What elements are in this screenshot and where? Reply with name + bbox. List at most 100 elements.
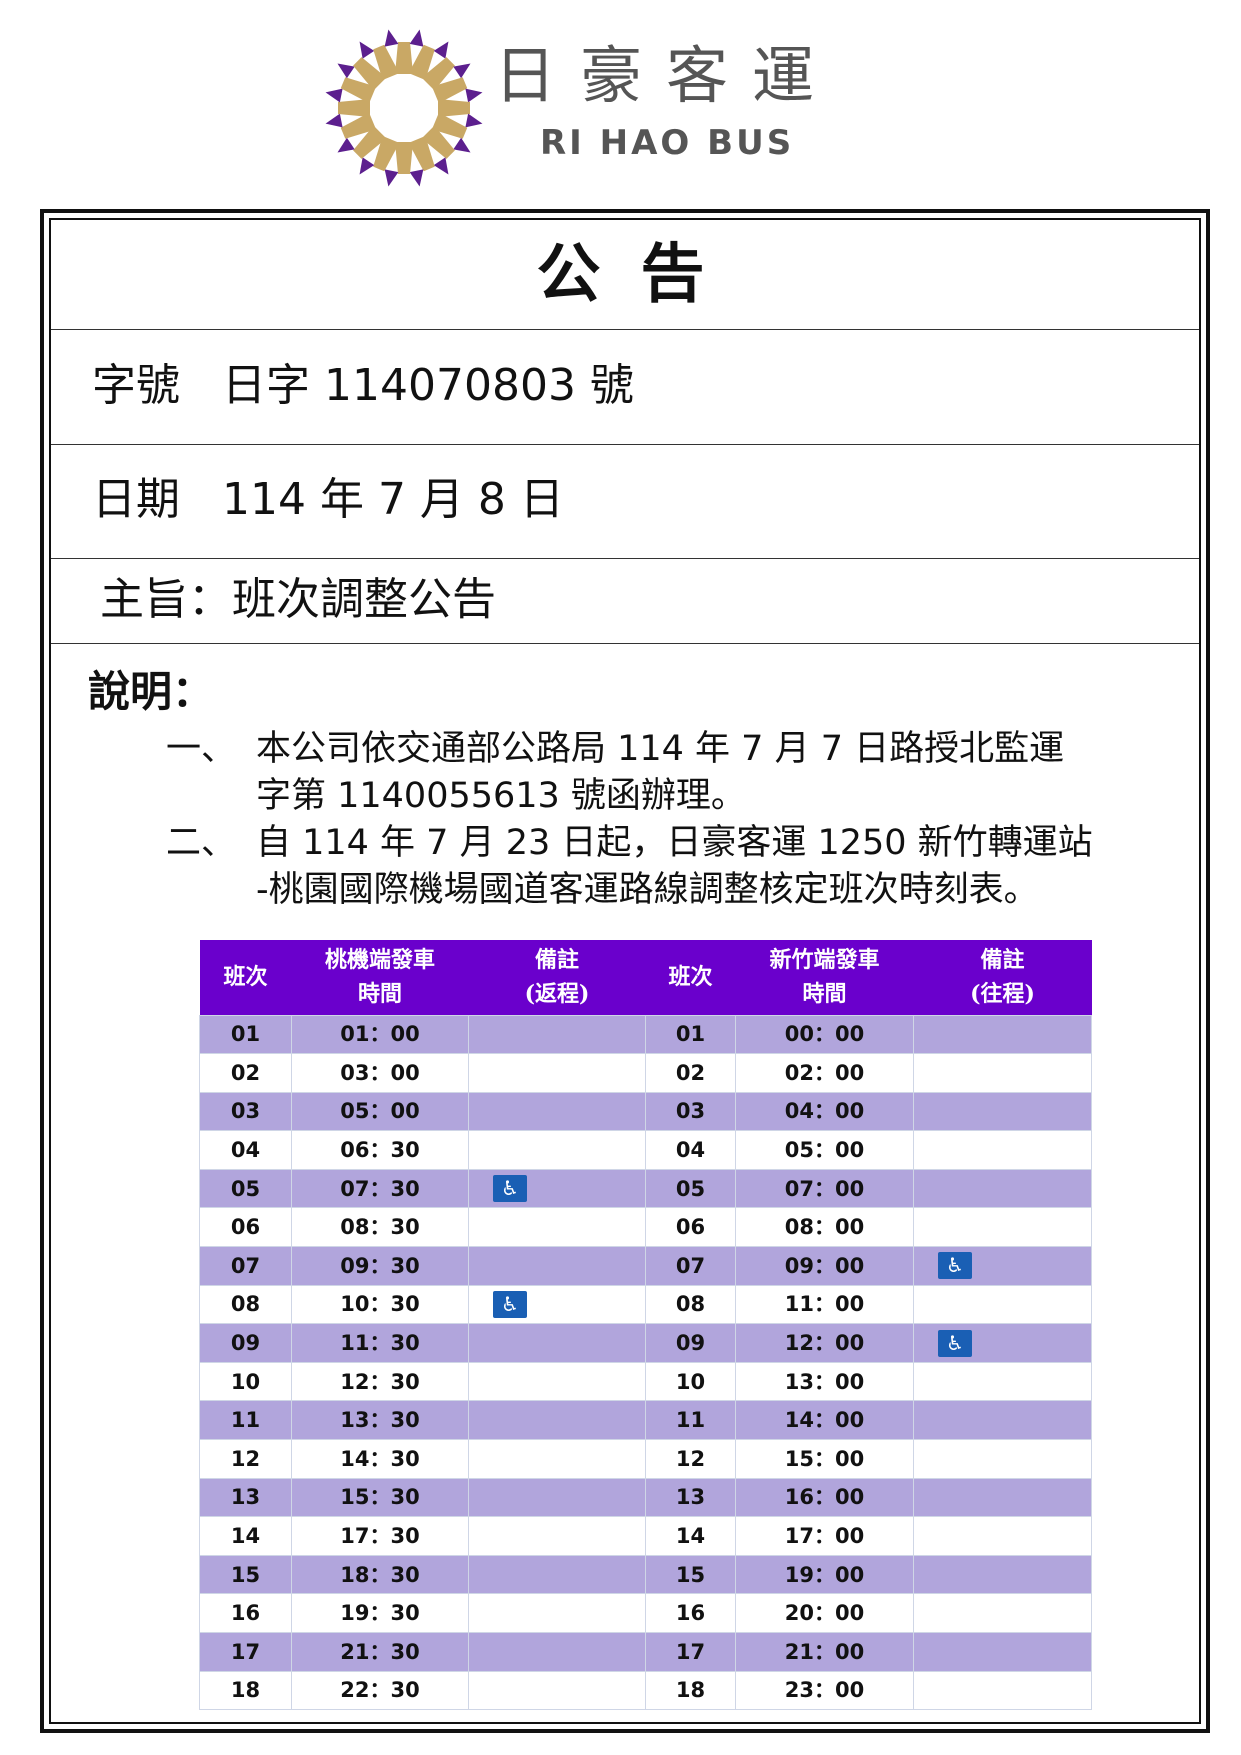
trip-number-cell: 11 xyxy=(199,1400,292,1441)
trip-number-cell: 07 xyxy=(645,1246,736,1286)
trip-number-cell: 04 xyxy=(645,1130,736,1170)
note-cell: ♿ xyxy=(468,1284,646,1325)
company-logo: 日豪客運 RI HAO BUS xyxy=(322,26,814,190)
departure-time-cell: 00：00 xyxy=(735,1014,914,1055)
departure-time-cell: 08：00 xyxy=(735,1207,914,1248)
note-cell xyxy=(468,1014,646,1055)
table-row: 02 03：00 02 02：00 xyxy=(199,1053,1092,1093)
note-cell xyxy=(468,1670,646,1711)
wheelchair-accessible-icon: ♿ xyxy=(493,1290,527,1318)
reference-number: 字號 日字 114070803 號 xyxy=(92,360,634,412)
logo-petal-gold xyxy=(395,42,413,74)
sunburst-logo-icon xyxy=(325,29,483,187)
note-cell xyxy=(913,1400,1092,1441)
departure-time-cell: 22：30 xyxy=(291,1670,469,1711)
departure-time-cell: 23：00 xyxy=(735,1670,914,1711)
note-cell xyxy=(913,1554,1092,1595)
logo-petal-gold xyxy=(421,57,455,91)
column-header-line: (往程) xyxy=(970,981,1035,1008)
departure-time-cell: 03：00 xyxy=(291,1053,469,1093)
explanation-heading: 說明： xyxy=(88,667,215,716)
logo-petal-purple xyxy=(453,137,471,153)
note-cell xyxy=(913,1632,1092,1672)
trip-number-cell: 18 xyxy=(199,1670,292,1711)
trip-number-cell: 16 xyxy=(645,1593,736,1633)
trip-number-cell: 04 xyxy=(199,1130,292,1170)
divider xyxy=(51,329,1199,330)
note-cell xyxy=(468,1361,646,1402)
note-cell xyxy=(913,1014,1092,1055)
item-number: 二、 xyxy=(166,823,237,863)
trip-number-cell: 08 xyxy=(645,1284,736,1325)
note-cell: ♿ xyxy=(913,1246,1092,1286)
table-row: 10 12：30 10 13：00 xyxy=(199,1361,1092,1402)
departure-time-cell: 18：30 xyxy=(291,1554,469,1595)
trip-number-cell: 13 xyxy=(645,1477,736,1518)
date-label: 日期 xyxy=(92,474,180,525)
logo-petal-purple xyxy=(465,88,483,103)
logo-petal-purple xyxy=(359,157,375,175)
logo-petal-purple xyxy=(325,113,343,128)
trip-number-cell: 11 xyxy=(645,1400,736,1441)
trip-number-cell: 08 xyxy=(199,1284,292,1325)
note-cell xyxy=(913,1439,1092,1479)
trip-number-cell: 02 xyxy=(199,1053,292,1093)
table-row: 07 09：30 07 09：00 ♿ xyxy=(199,1246,1092,1286)
logo-name-zh: 日豪客運 xyxy=(494,39,839,112)
note-cell xyxy=(913,1361,1092,1402)
departure-time-cell: 19：00 xyxy=(735,1554,914,1595)
logo-petal-purple xyxy=(465,113,483,128)
trip-number-cell: 12 xyxy=(199,1439,292,1479)
departure-time-cell: 12：30 xyxy=(291,1361,469,1402)
note-cell: ♿ xyxy=(913,1323,1092,1363)
notice-frame xyxy=(40,209,1210,1733)
departure-time-cell: 17：30 xyxy=(291,1516,469,1556)
departure-time-cell: 20：00 xyxy=(735,1593,914,1633)
notice-title: 公告 xyxy=(536,237,745,312)
trip-number-cell: 15 xyxy=(645,1554,736,1595)
logo-petal-purple xyxy=(337,63,355,79)
notice-frame-inner xyxy=(49,218,1201,1724)
logo-petal-gold xyxy=(408,135,435,172)
explanation-line: 字第 1140055613 號函辦理。 xyxy=(256,776,746,816)
departure-time-cell: 21：00 xyxy=(735,1632,914,1672)
trip-number-cell: 14 xyxy=(199,1516,292,1556)
departure-time-cell: 07：30 xyxy=(291,1168,469,1209)
departure-time-cell: 13：30 xyxy=(291,1400,469,1441)
note-cell xyxy=(913,1284,1092,1325)
logo-petal-gold xyxy=(373,44,400,81)
logo-petal-purple xyxy=(433,157,449,175)
column-header: 備註 (返程) xyxy=(468,940,646,1015)
column-header: 班次 xyxy=(199,940,292,1015)
column-header-line: 新竹端發車 xyxy=(769,947,880,974)
column-header-line: 備註 xyxy=(534,947,579,974)
note-cell xyxy=(913,1516,1092,1556)
note-cell xyxy=(913,1091,1092,1132)
reference-value: 日字 114070803 號 xyxy=(222,360,634,411)
trip-number-cell: 14 xyxy=(645,1516,736,1556)
departure-time-cell: 06：30 xyxy=(291,1130,469,1170)
wheelchair-accessible-icon: ♿ xyxy=(938,1329,972,1357)
date-value: 114 年 7 月 8 日 xyxy=(222,474,564,525)
logo-petal-purple xyxy=(409,29,424,47)
divider xyxy=(51,643,1199,644)
column-header-line: 備註 xyxy=(980,947,1025,974)
table-row: 06 08：30 06 08：00 xyxy=(199,1207,1092,1248)
logo-petal-gold xyxy=(353,57,387,91)
trip-number-cell: 05 xyxy=(645,1168,736,1209)
column-header-line: (返程) xyxy=(524,981,590,1008)
column-header-line: 時間 xyxy=(357,981,402,1008)
departure-time-cell: 09：30 xyxy=(291,1246,469,1286)
table-row: 15 18：30 15 19：00 xyxy=(199,1554,1092,1595)
departure-time-cell: 13：00 xyxy=(735,1361,914,1402)
trip-number-cell: 05 xyxy=(199,1168,292,1209)
departure-time-cell: 19：30 xyxy=(291,1593,469,1633)
trip-number-cell: 01 xyxy=(199,1014,292,1055)
column-header: 備註 (往程) xyxy=(913,940,1092,1015)
logo-name-en: RI HAO BUS xyxy=(540,123,795,163)
departure-time-cell: 07：00 xyxy=(735,1168,914,1209)
trip-number-cell: 09 xyxy=(199,1323,292,1363)
trip-number-cell: 07 xyxy=(199,1246,292,1286)
departure-time-cell: 15：30 xyxy=(291,1477,469,1518)
note-cell xyxy=(468,1246,646,1286)
